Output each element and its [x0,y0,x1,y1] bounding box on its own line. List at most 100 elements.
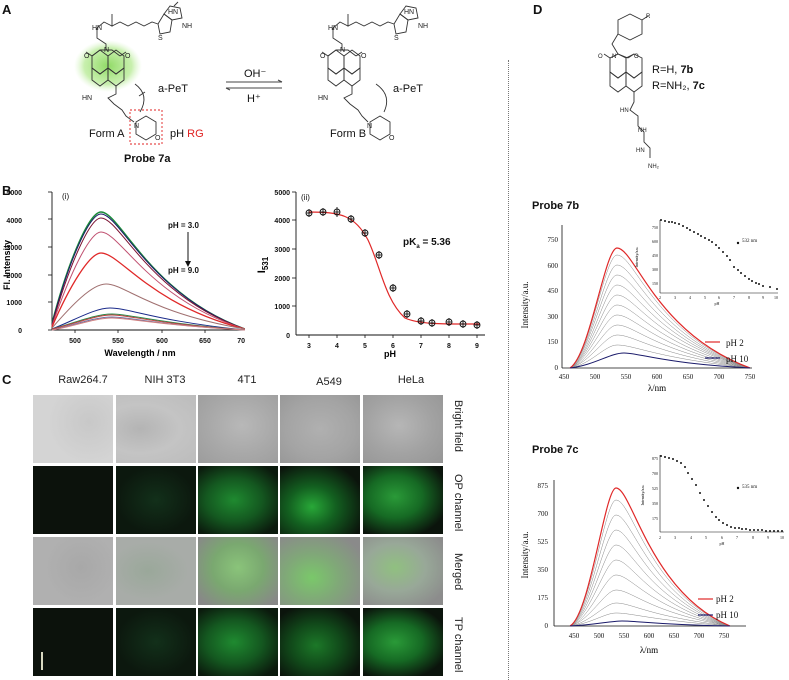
svg-text:4: 4 [690,535,692,540]
svg-text:R: R [646,14,651,20]
svg-text:NH: NH [418,23,428,30]
svg-text:1000: 1000 [6,300,22,307]
image-nih3t3-op [116,466,196,534]
svg-text:Wavelength / nm: Wavelength / nm [104,348,175,358]
panel-divider [508,60,509,680]
svg-text:N: N [104,47,109,54]
image-hela-tp [363,608,443,676]
svg-text:0: 0 [18,328,22,335]
svg-text:pH: pH [720,541,725,546]
svg-text:HN: HN [636,148,645,154]
svg-text:HN: HN [620,108,629,114]
svg-text:8: 8 [447,343,451,350]
svg-text:650: 650 [199,338,211,345]
svg-text:O: O [598,54,603,60]
svg-text:500: 500 [69,338,81,345]
svg-text:4000: 4000 [6,218,22,225]
svg-text:0: 0 [545,622,549,630]
svg-text:700: 700 [694,632,705,640]
image-a549-merged [280,537,360,605]
svg-text:550: 550 [619,632,630,640]
svg-text:550: 550 [621,373,632,381]
image-4t1-merged [198,537,278,605]
svg-text:HN: HN [82,95,92,102]
svg-text:5: 5 [363,343,367,350]
ph-start-label: pH = 3.0 [168,221,199,230]
svg-text:N: N [134,123,139,130]
svg-text:600: 600 [548,262,559,270]
svg-text:pH: pH [715,301,720,306]
chart-probe-7b: 750 600 450 300 150 0 450 500 550 600 65… [520,219,778,393]
form-b-structure [321,5,419,141]
svg-text:7: 7 [419,343,423,350]
svg-text:I531: I531 [256,256,270,273]
svg-text:8: 8 [752,535,754,540]
sub-i-label: (i) [62,192,70,201]
inset-7b: 750 600 450 300 150 2 3 4 5 6 7 8 9 10 p… [634,219,778,306]
svg-text:2: 2 [659,535,661,540]
ph-prefix: pH [170,128,185,140]
svg-text:Intensity/a.u.: Intensity/a.u. [520,282,530,329]
column-label-hela: HeLa [397,374,425,386]
image-raw264-op [33,466,113,534]
pka-subscript: a [416,244,420,250]
data-points [305,207,481,329]
svg-text:O: O [125,53,131,60]
svg-text:300: 300 [548,313,559,321]
svg-text:600: 600 [652,239,658,244]
row-label-merged: Merged [452,553,464,591]
pka-annotation: pKa = 5.36 [403,237,451,250]
image-raw264-tp [33,608,113,676]
svg-text:N: N [367,123,372,130]
image-raw264-bright [33,395,113,463]
svg-text:175: 175 [538,594,549,602]
svg-text:350: 350 [538,566,549,574]
svg-text:9: 9 [475,343,479,350]
image-a549-tp [280,608,360,676]
svg-text:N: N [340,47,345,54]
image-raw264-merged [33,537,113,605]
column-label-a549: A549 [316,376,342,388]
r-group-7c-text: R=NH₂, [652,80,693,92]
r-group-7b: R=H, 7b [652,64,693,76]
mechanism-label-b: a-PeT [393,83,423,95]
svg-text:7: 7 [733,295,735,300]
svg-text:525: 525 [538,538,549,546]
svg-text:HN: HN [92,25,102,32]
svg-text:Intensity/a.u.: Intensity/a.u. [634,247,639,268]
svg-text:8: 8 [748,295,750,300]
form-a-label: Form A [89,128,125,140]
svg-text:875: 875 [652,456,658,461]
svg-text:750: 750 [745,373,756,381]
column-label-nih3t3: NIH 3T3 [144,374,186,386]
svg-text:N: N [612,54,616,60]
panel-a-label: A [2,2,12,17]
image-hela-bright [363,395,443,463]
svg-text:150: 150 [652,281,658,286]
inset-7b-legend: 532 nm [742,239,758,244]
column-label-raw264: Raw264.7 [58,374,108,386]
svg-text:3: 3 [674,295,676,300]
svg-text:7: 7 [736,535,738,540]
svg-text:500: 500 [594,632,605,640]
svg-text:S: S [394,35,399,42]
svg-text:70: 70 [237,338,245,345]
svg-text:O: O [155,135,161,142]
image-4t1-bright [198,395,278,463]
svg-text:3: 3 [307,343,311,350]
svg-text:600: 600 [652,373,663,381]
image-nih3t3-tp [116,608,196,676]
r-group-7c-id: 7c [692,80,705,92]
svg-text:HN: HN [328,25,338,32]
r-group-7b-text: R=H, [652,64,681,76]
svg-text:450: 450 [548,287,559,295]
condition-forward: OH⁻ [244,68,267,80]
svg-text:600: 600 [156,338,168,345]
svg-text:O: O [634,54,639,60]
svg-text:HN: HN [318,95,328,102]
svg-text:NH: NH [638,128,647,134]
probe-7c-title: Probe 7c [532,444,579,456]
sub-ii-label: (ii) [301,193,310,202]
svg-text:2: 2 [659,295,661,300]
svg-text:875: 875 [538,482,549,490]
